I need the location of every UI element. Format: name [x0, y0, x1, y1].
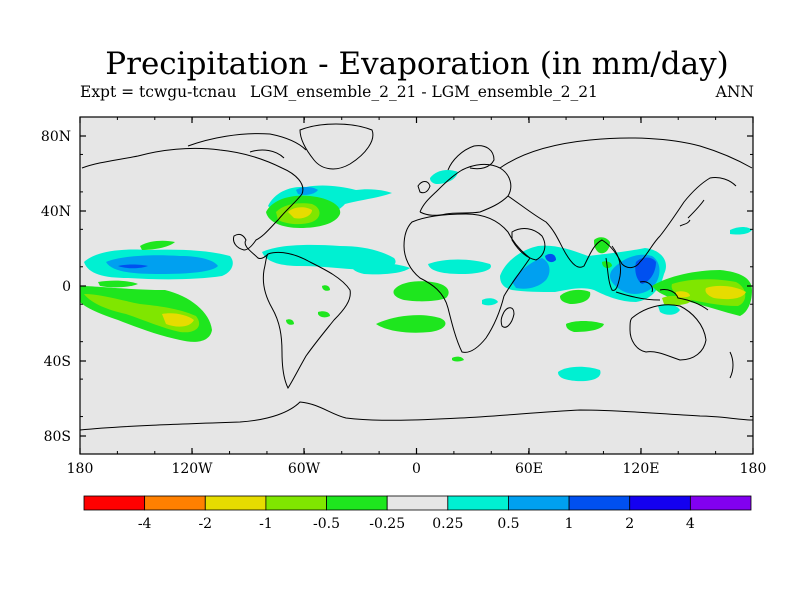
anomaly-arabian-sea-core	[512, 258, 550, 289]
field-level-2	[118, 253, 656, 284]
season-label: ANN	[715, 83, 754, 101]
anomaly-gulf-of-guinea	[428, 259, 491, 274]
anomaly-caribbean	[318, 311, 330, 318]
coastlines	[80, 123, 753, 431]
lon-tick-label: 60E	[515, 461, 543, 477]
colorbar-swatch	[265, 495, 327, 511]
anomaly-south-asia	[594, 237, 610, 254]
anomaly-west-pacific	[730, 227, 752, 235]
lon-tick-label: 0	[412, 461, 421, 477]
field-level-minus-1	[162, 207, 746, 327]
precip-evap-field	[80, 170, 752, 382]
coast-indonesia	[615, 281, 709, 311]
lon-labels: 180 120W 60W 0 60E 120E 180	[67, 461, 767, 477]
anomaly-north-pacific	[98, 280, 138, 288]
anomaly-south-america	[286, 319, 294, 325]
anomaly-caribbean-atlantic	[262, 244, 396, 271]
anomaly-gulf-stream-peak	[288, 207, 312, 219]
colorbar-swatch	[629, 495, 691, 511]
colorbar-label: -0.5	[313, 516, 340, 532]
colorbar-swatch	[508, 495, 570, 511]
coast-asia	[499, 137, 753, 269]
coast-south-america	[262, 251, 351, 389]
colorbar-label: 1	[565, 516, 574, 532]
lon-tick-label: 180	[67, 461, 94, 477]
map-ticks	[79, 116, 754, 455]
anomaly-south-indian	[558, 366, 601, 382]
anomaly-pacific-core	[118, 264, 148, 269]
colorbar-swatch	[326, 495, 388, 511]
coast-indochina	[605, 245, 621, 291]
colorbar-swatch	[689, 495, 752, 511]
coast-new-zealand	[729, 351, 734, 379]
anomaly-south-atlantic-minor	[452, 356, 464, 362]
lat-tick-label: 40N	[41, 204, 71, 220]
anomaly-northwest-australia	[658, 303, 680, 315]
coast-africa	[403, 213, 531, 353]
lon-tick-label: 60W	[288, 461, 321, 477]
colorbar-label: -0.25	[369, 516, 405, 532]
colorbar-swatch	[386, 495, 449, 511]
anomaly-west-indian	[560, 289, 591, 304]
colorbar-swatch	[144, 495, 206, 511]
lat-tick-label: 80S	[44, 429, 71, 445]
coast-greenland	[299, 123, 374, 170]
anomaly-new-guinea-peak	[676, 291, 690, 298]
anomaly-south-atlantic	[376, 315, 446, 333]
anomaly-new-guinea-core	[662, 295, 692, 306]
anomaly-northeast-pacific-core	[106, 255, 218, 274]
coast-antarctica	[80, 401, 753, 431]
colorbar-label: 2	[625, 516, 634, 532]
anomaly-bay-of-bengal-core	[545, 253, 556, 263]
colorbar	[83, 495, 752, 511]
lat-tick-label: 40S	[44, 354, 71, 370]
anomaly-subtropical-pacific	[140, 240, 175, 250]
colorbar-label: 4	[686, 516, 695, 532]
colorbar-swatch	[83, 495, 146, 511]
colorbar-swatch	[447, 495, 509, 511]
coast-british-isles	[417, 181, 431, 194]
lat-tick-label: 80N	[41, 129, 71, 145]
lon-tick-label: 120W	[171, 461, 213, 477]
colorbar-labels: -4 -2 -1 -0.5 -0.25 0.25 0.5 1 2 4	[138, 516, 695, 532]
anomaly-tropical-atlantic	[393, 281, 449, 302]
anomaly-southern-indian	[566, 321, 604, 332]
anomaly-east-africa	[482, 298, 498, 306]
coast-europe	[419, 163, 512, 216]
coast-australia	[629, 304, 707, 361]
comparison-label: LGM_ensemble_2_21 - LGM_ensemble_2_21	[250, 83, 598, 101]
experiment-label: Expt = tcwgu-tcnau	[80, 83, 237, 101]
coast-madagascar	[500, 307, 515, 328]
anomaly-warm-pool-peak	[705, 285, 746, 300]
colorbar-label: -2	[198, 516, 212, 532]
colorbar-swatch	[568, 495, 631, 511]
lat-labels: 80N 40N 0 40S 80S	[41, 129, 71, 445]
coast-canadian-arctic	[187, 133, 307, 159]
lon-tick-label: 120E	[623, 461, 660, 477]
colorbar-label: 0.5	[497, 516, 519, 532]
lat-tick-label: 0	[62, 279, 71, 295]
anomaly-tropical-pacific	[322, 285, 330, 291]
coast-arabia	[511, 228, 546, 261]
anomaly-south-pacific-peak	[162, 313, 194, 327]
coast-scandinavia	[447, 145, 495, 171]
lon-tick-label: 180	[740, 461, 767, 477]
colorbar-label: 0.25	[432, 516, 463, 532]
anomaly-north-atlantic-core	[296, 187, 318, 195]
colorbar-label: -1	[259, 516, 273, 532]
anomaly-north-sea	[430, 170, 458, 184]
coast-japan	[679, 199, 705, 227]
coast-north-america	[81, 147, 304, 259]
colorbar-swatch	[204, 495, 267, 511]
anomaly-equatorial-atlantic	[352, 263, 410, 275]
plot-title: Precipitation - Evaporation (in mm/day)	[105, 46, 729, 82]
colorbar-label: -4	[138, 516, 152, 532]
anomaly-philippines-core	[635, 257, 656, 284]
